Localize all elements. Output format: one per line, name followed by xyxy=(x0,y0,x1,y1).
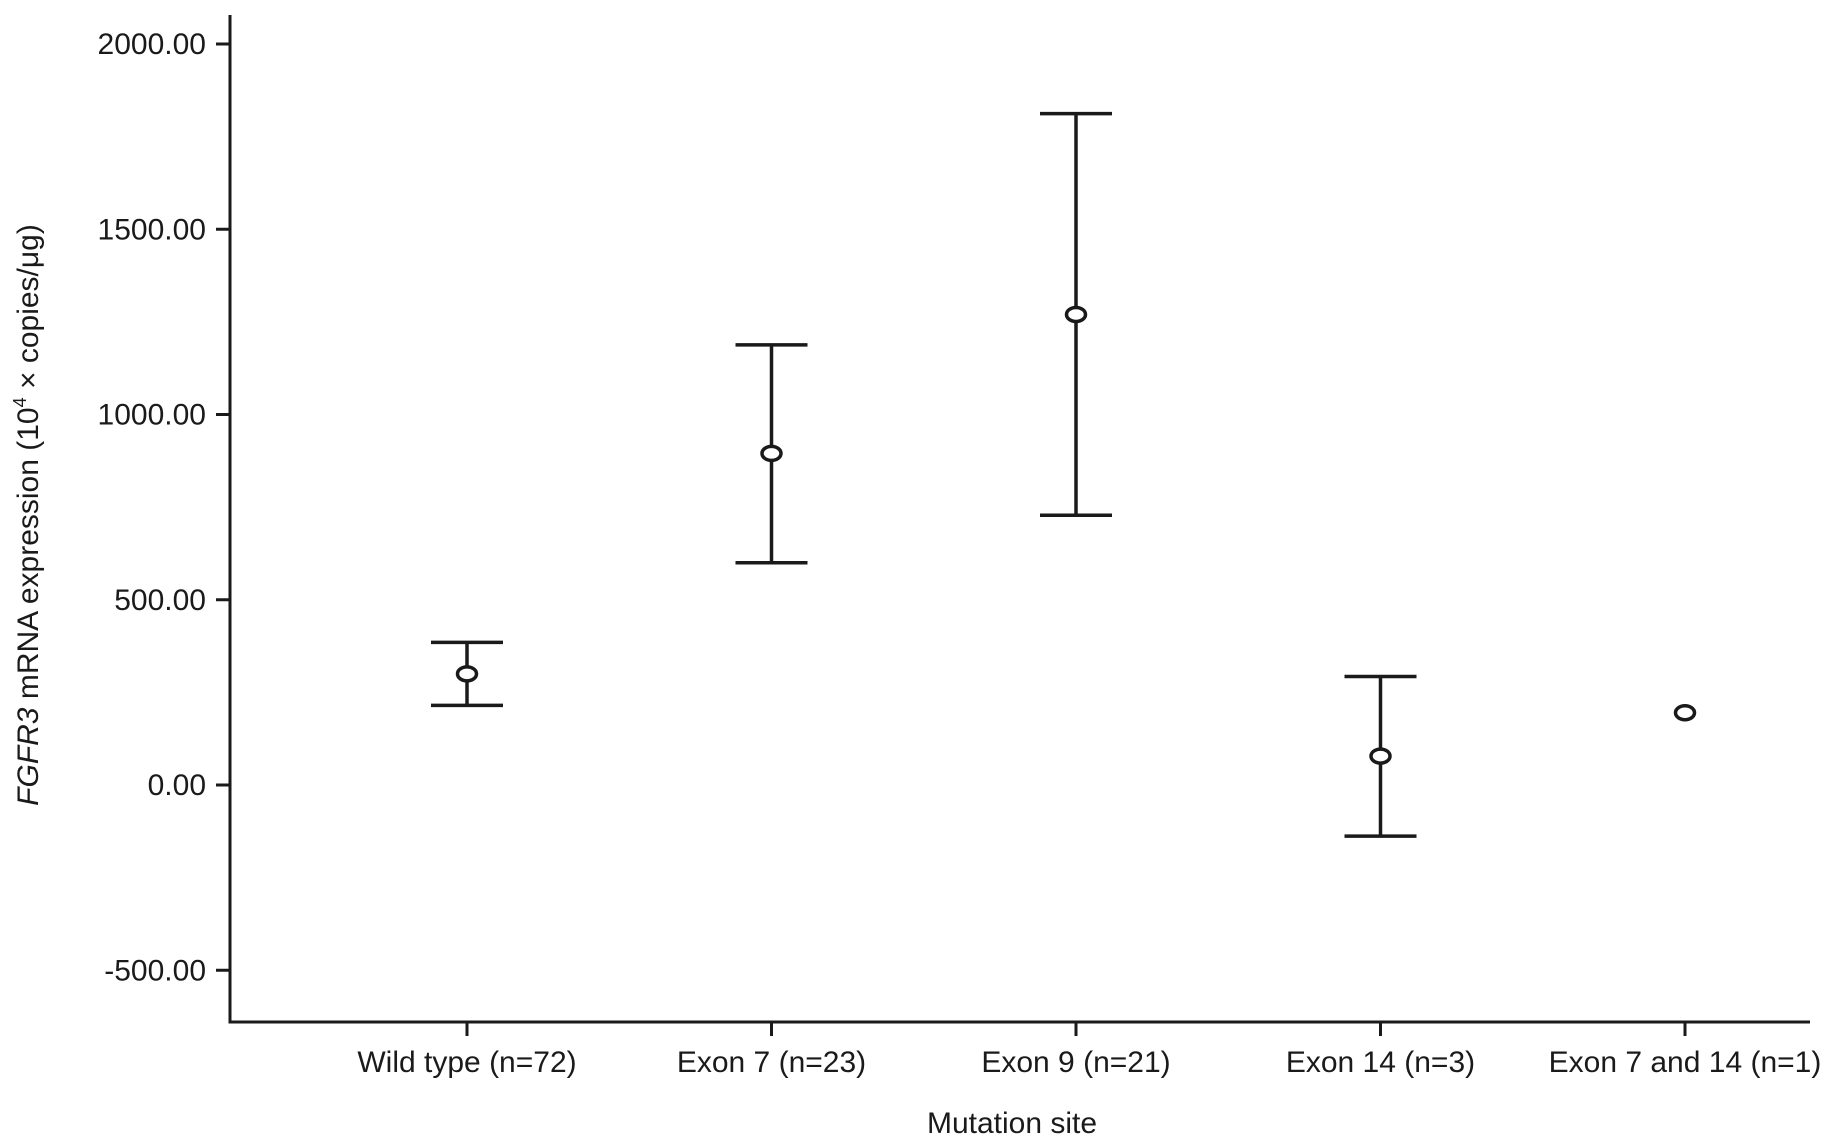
x-tick-label: Wild type (n=72) xyxy=(357,1046,576,1079)
mean-marker xyxy=(760,444,783,463)
x-axis-title: Mutation site xyxy=(927,1107,1097,1140)
y-axis-title-italic: FGFR3 xyxy=(12,707,45,806)
series xyxy=(431,111,1697,838)
y-axis-title-main: mRNA expression (10 xyxy=(12,407,45,707)
x-tick-label: Exon 14 (n=3) xyxy=(1286,1046,1475,1079)
mean-marker xyxy=(455,665,479,683)
y-axis-title-sup: 4 xyxy=(10,397,30,407)
mean-marker xyxy=(1673,704,1697,722)
mean-marker xyxy=(1369,747,1392,765)
y-tick-label: -500.00 xyxy=(104,954,206,987)
y-tick-label: 0.00 xyxy=(148,769,206,802)
y-tick-label: 500.00 xyxy=(114,584,206,617)
y-axis-title: FGFR3 mRNA expression (104 × copies/μg) xyxy=(10,224,45,806)
x-ticks: Wild type (n=72) Exon 7 (n=23) Exon 9 (n=2… xyxy=(357,1022,1821,1079)
y-tick-label: 2000.00 xyxy=(98,28,206,61)
y-tick-label: 1500.00 xyxy=(98,213,206,246)
x-tick-label: Exon 9 (n=21) xyxy=(981,1046,1170,1079)
mean-marker xyxy=(1064,305,1088,324)
y-axis-title-end: × copies/μg) xyxy=(12,224,45,397)
y-tick-label: 1000.00 xyxy=(98,399,206,432)
x-tick-label: Exon 7 (n=23) xyxy=(677,1046,866,1079)
y-ticks: -500.00 0.00 500.00 1000.00 1500.00 2000.00 xyxy=(98,28,230,987)
x-tick-label: Exon 7 and 14 (n=1) xyxy=(1549,1046,1822,1079)
